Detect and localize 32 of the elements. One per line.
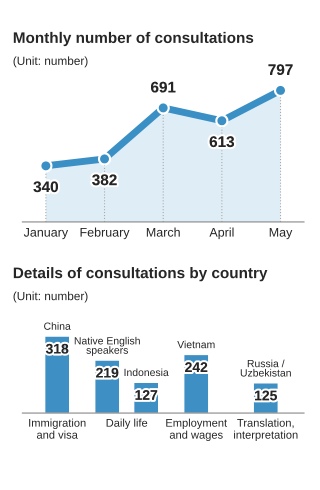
x-tick-label: May	[270, 228, 292, 240]
data-label: 691	[151, 82, 176, 93]
chart-subtitle: (Unit: number)	[14, 56, 88, 68]
series-label: China	[44, 322, 71, 330]
x-tick-label: Employment and wages	[166, 418, 228, 441]
x-tick-label: Immigration and visa	[29, 418, 86, 439]
x-tick-label: February	[80, 228, 130, 240]
chart-subtitle: (Unit: number)	[14, 292, 88, 303]
series-label: Russia / Uzbekistan	[240, 360, 291, 377]
data-label: 613	[210, 136, 234, 148]
data-label: 242	[185, 362, 208, 372]
point	[215, 114, 228, 128]
data-label: 382	[92, 174, 117, 186]
data-label: 127	[135, 390, 158, 400]
series-label: Native English speakers	[74, 336, 140, 356]
point	[98, 152, 112, 166]
data-label: 318	[46, 344, 68, 354]
chart-title: Monthly number of consultations	[14, 32, 254, 46]
x-tick-label: Translation, interpretation	[234, 418, 298, 441]
x-tick-label: March	[146, 228, 180, 237]
point	[156, 101, 170, 114]
series-label: Indonesia	[124, 368, 169, 376]
data-label: 219	[96, 368, 118, 378]
x-tick-label: January	[24, 228, 68, 240]
x-tick-label: April	[209, 228, 234, 240]
data-label: 797	[268, 64, 293, 76]
x-tick-label: Daily life	[106, 418, 148, 429]
data-label: 340	[33, 181, 58, 192]
point	[39, 159, 52, 172]
series-label: Vietnam	[177, 340, 215, 348]
data-label: 125	[255, 390, 277, 400]
chart-title: Details of consultations by country	[14, 267, 268, 282]
